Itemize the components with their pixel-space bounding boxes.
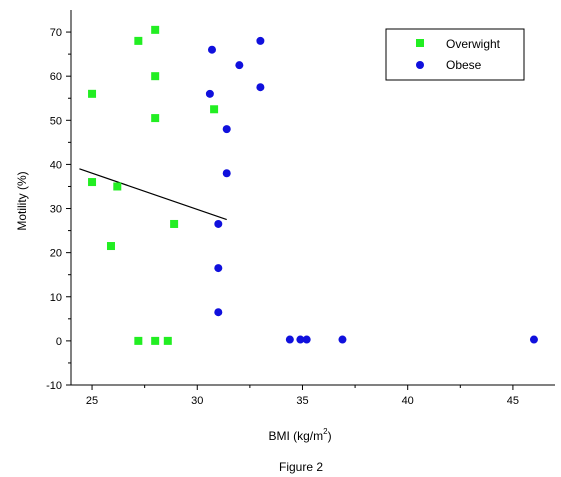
overweight-point: [151, 25, 160, 34]
y-ticks: -10 0 10 20 30 40 50 60 70: [46, 27, 71, 392]
overweight-point: [151, 114, 160, 123]
overweight-point: [170, 219, 179, 228]
overweight-point: [151, 72, 160, 81]
legend-swatch-obese: [416, 61, 424, 69]
x-tick-label: 45: [507, 395, 519, 407]
obese-point: [214, 264, 223, 273]
obese-point: [214, 219, 223, 228]
overweight-point: [210, 105, 219, 114]
obese-point: [214, 308, 223, 317]
legend-swatch-overweight: [416, 39, 424, 47]
overweight-point: [106, 242, 115, 251]
legend-label-overweight: Overwight: [446, 37, 501, 51]
obese-point: [207, 45, 216, 54]
y-tick-label: 10: [50, 292, 62, 304]
obese-point: [235, 61, 244, 70]
trendline-layer: [79, 168, 227, 221]
overweight-point: [134, 36, 143, 45]
x-ticks: 25 30 35 40 45: [86, 385, 519, 407]
y-tick-label: 30: [50, 204, 62, 216]
x-tick-label: 30: [191, 395, 203, 407]
x-tick-label: 25: [86, 395, 98, 407]
obese-point: [256, 83, 265, 92]
legend: Overwight Obese: [385, 28, 525, 81]
overweight-point: [88, 178, 97, 187]
overweight-point: [151, 336, 160, 345]
x-axis-title-suffix: ): [328, 429, 332, 443]
y-tick-label: 40: [50, 159, 62, 171]
x-axis-title: BMI (kg/m2): [268, 427, 331, 443]
obese-point: [256, 36, 265, 45]
trendline: [79, 168, 227, 221]
x-tick-label: 40: [402, 395, 414, 407]
figure-caption: Figure 2: [279, 460, 323, 474]
y-tick-label: 60: [50, 71, 62, 83]
x-axis-title-superscript: 2: [323, 427, 328, 436]
x-axis-title-main: BMI (kg/m: [268, 429, 323, 443]
obese-point: [205, 89, 214, 98]
y-tick-label: 70: [50, 27, 62, 39]
overweight-point: [163, 336, 172, 345]
legend-label-obese: Obese: [446, 58, 482, 72]
overweight-point: [113, 182, 122, 191]
points-layer: [88, 25, 538, 345]
overweight-point: [134, 336, 143, 345]
y-tick-label: 20: [50, 248, 62, 260]
obese-point: [222, 125, 231, 134]
plot-area: 25 30 35 40 45 -10 0 10 20 30 40 50 60 70: [46, 10, 555, 407]
obese-point: [302, 335, 311, 344]
y-tick-label: 50: [50, 115, 62, 127]
overweight-point: [88, 89, 97, 98]
obese-point: [296, 335, 305, 344]
obese-point: [529, 335, 538, 344]
y-tick-label: 0: [56, 336, 62, 348]
obese-point: [285, 335, 294, 344]
obese-point: [222, 169, 231, 178]
y-tick-label: -10: [46, 380, 62, 392]
legend-box: [385, 28, 525, 81]
obese-point: [338, 335, 347, 344]
x-tick-label: 35: [296, 395, 308, 407]
y-axis-title: Motility (%): [15, 171, 29, 230]
